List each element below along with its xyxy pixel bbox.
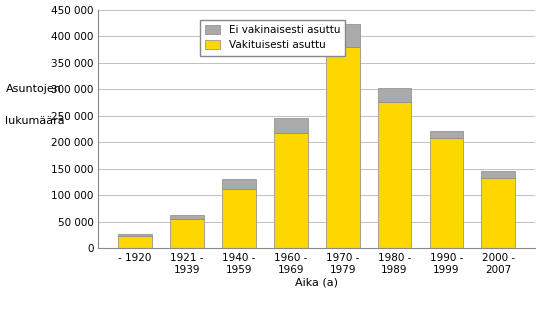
Bar	[274, 118, 307, 133]
Text: Asuntojen: Asuntojen	[5, 84, 61, 94]
Bar	[118, 236, 152, 248]
Bar	[222, 179, 256, 189]
Bar	[378, 88, 411, 102]
Bar	[170, 219, 204, 248]
Bar	[482, 178, 515, 248]
Legend: Ei vakinaisesti asuttu, Vakituisesti asuttu: Ei vakinaisesti asuttu, Vakituisesti asu…	[200, 19, 346, 56]
Bar	[482, 171, 515, 178]
Bar	[222, 189, 256, 248]
Bar	[118, 234, 152, 236]
Bar	[378, 102, 411, 248]
Text: lukumäärä: lukumäärä	[5, 116, 65, 126]
Bar	[326, 47, 359, 248]
Bar	[430, 131, 464, 138]
Bar	[326, 24, 359, 47]
Bar	[274, 133, 307, 248]
Bar	[170, 215, 204, 219]
Bar	[430, 138, 464, 248]
X-axis label: Aika (a): Aika (a)	[295, 277, 338, 287]
